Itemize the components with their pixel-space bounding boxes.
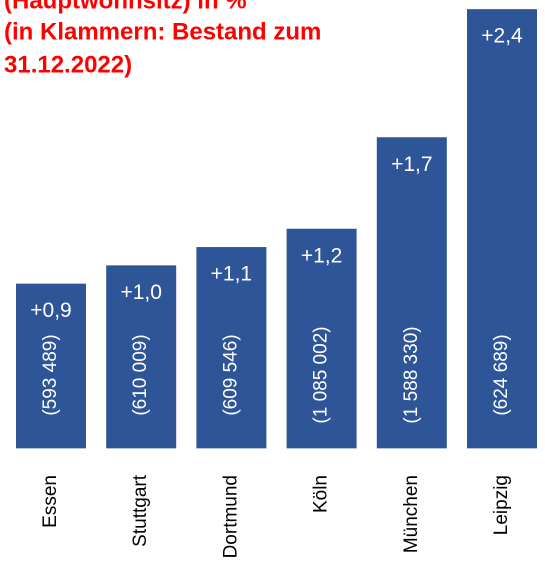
value-label: +1,7 (391, 153, 432, 176)
inner-label: (624 689) (491, 334, 512, 415)
bar (286, 228, 357, 449)
inner-label: (609 546) (220, 334, 241, 415)
bar (196, 247, 267, 449)
inner-label: (593 489) (40, 334, 61, 415)
value-label: +1,1 (211, 263, 252, 286)
bar (376, 137, 447, 449)
value-label: +2,4 (481, 25, 523, 48)
chart-title: (in Klammern: Bestand zum (4, 18, 321, 45)
value-label: +1,2 (301, 244, 342, 267)
chart-title: (Hauptwohnsitz) in % (4, 0, 247, 14)
bar (16, 283, 86, 449)
inner-label: (1 588 330) (401, 326, 422, 423)
x-tick-label: Stuttgart (130, 474, 151, 547)
x-tick-label: Essen (40, 475, 61, 528)
inner-label: (1 085 002) (311, 326, 332, 423)
value-label: +0,9 (30, 299, 71, 322)
value-label: +1,0 (120, 281, 161, 304)
bar (106, 265, 177, 449)
x-tick-label: Leipzig (491, 475, 512, 535)
x-tick-label: Köln (311, 475, 332, 513)
x-tick-label: München (401, 475, 422, 553)
x-tick-label: Dortmund (220, 475, 241, 558)
bar (467, 9, 537, 449)
inner-label: (610 009) (130, 334, 151, 415)
chart-title: 31.12.2022) (4, 51, 132, 78)
